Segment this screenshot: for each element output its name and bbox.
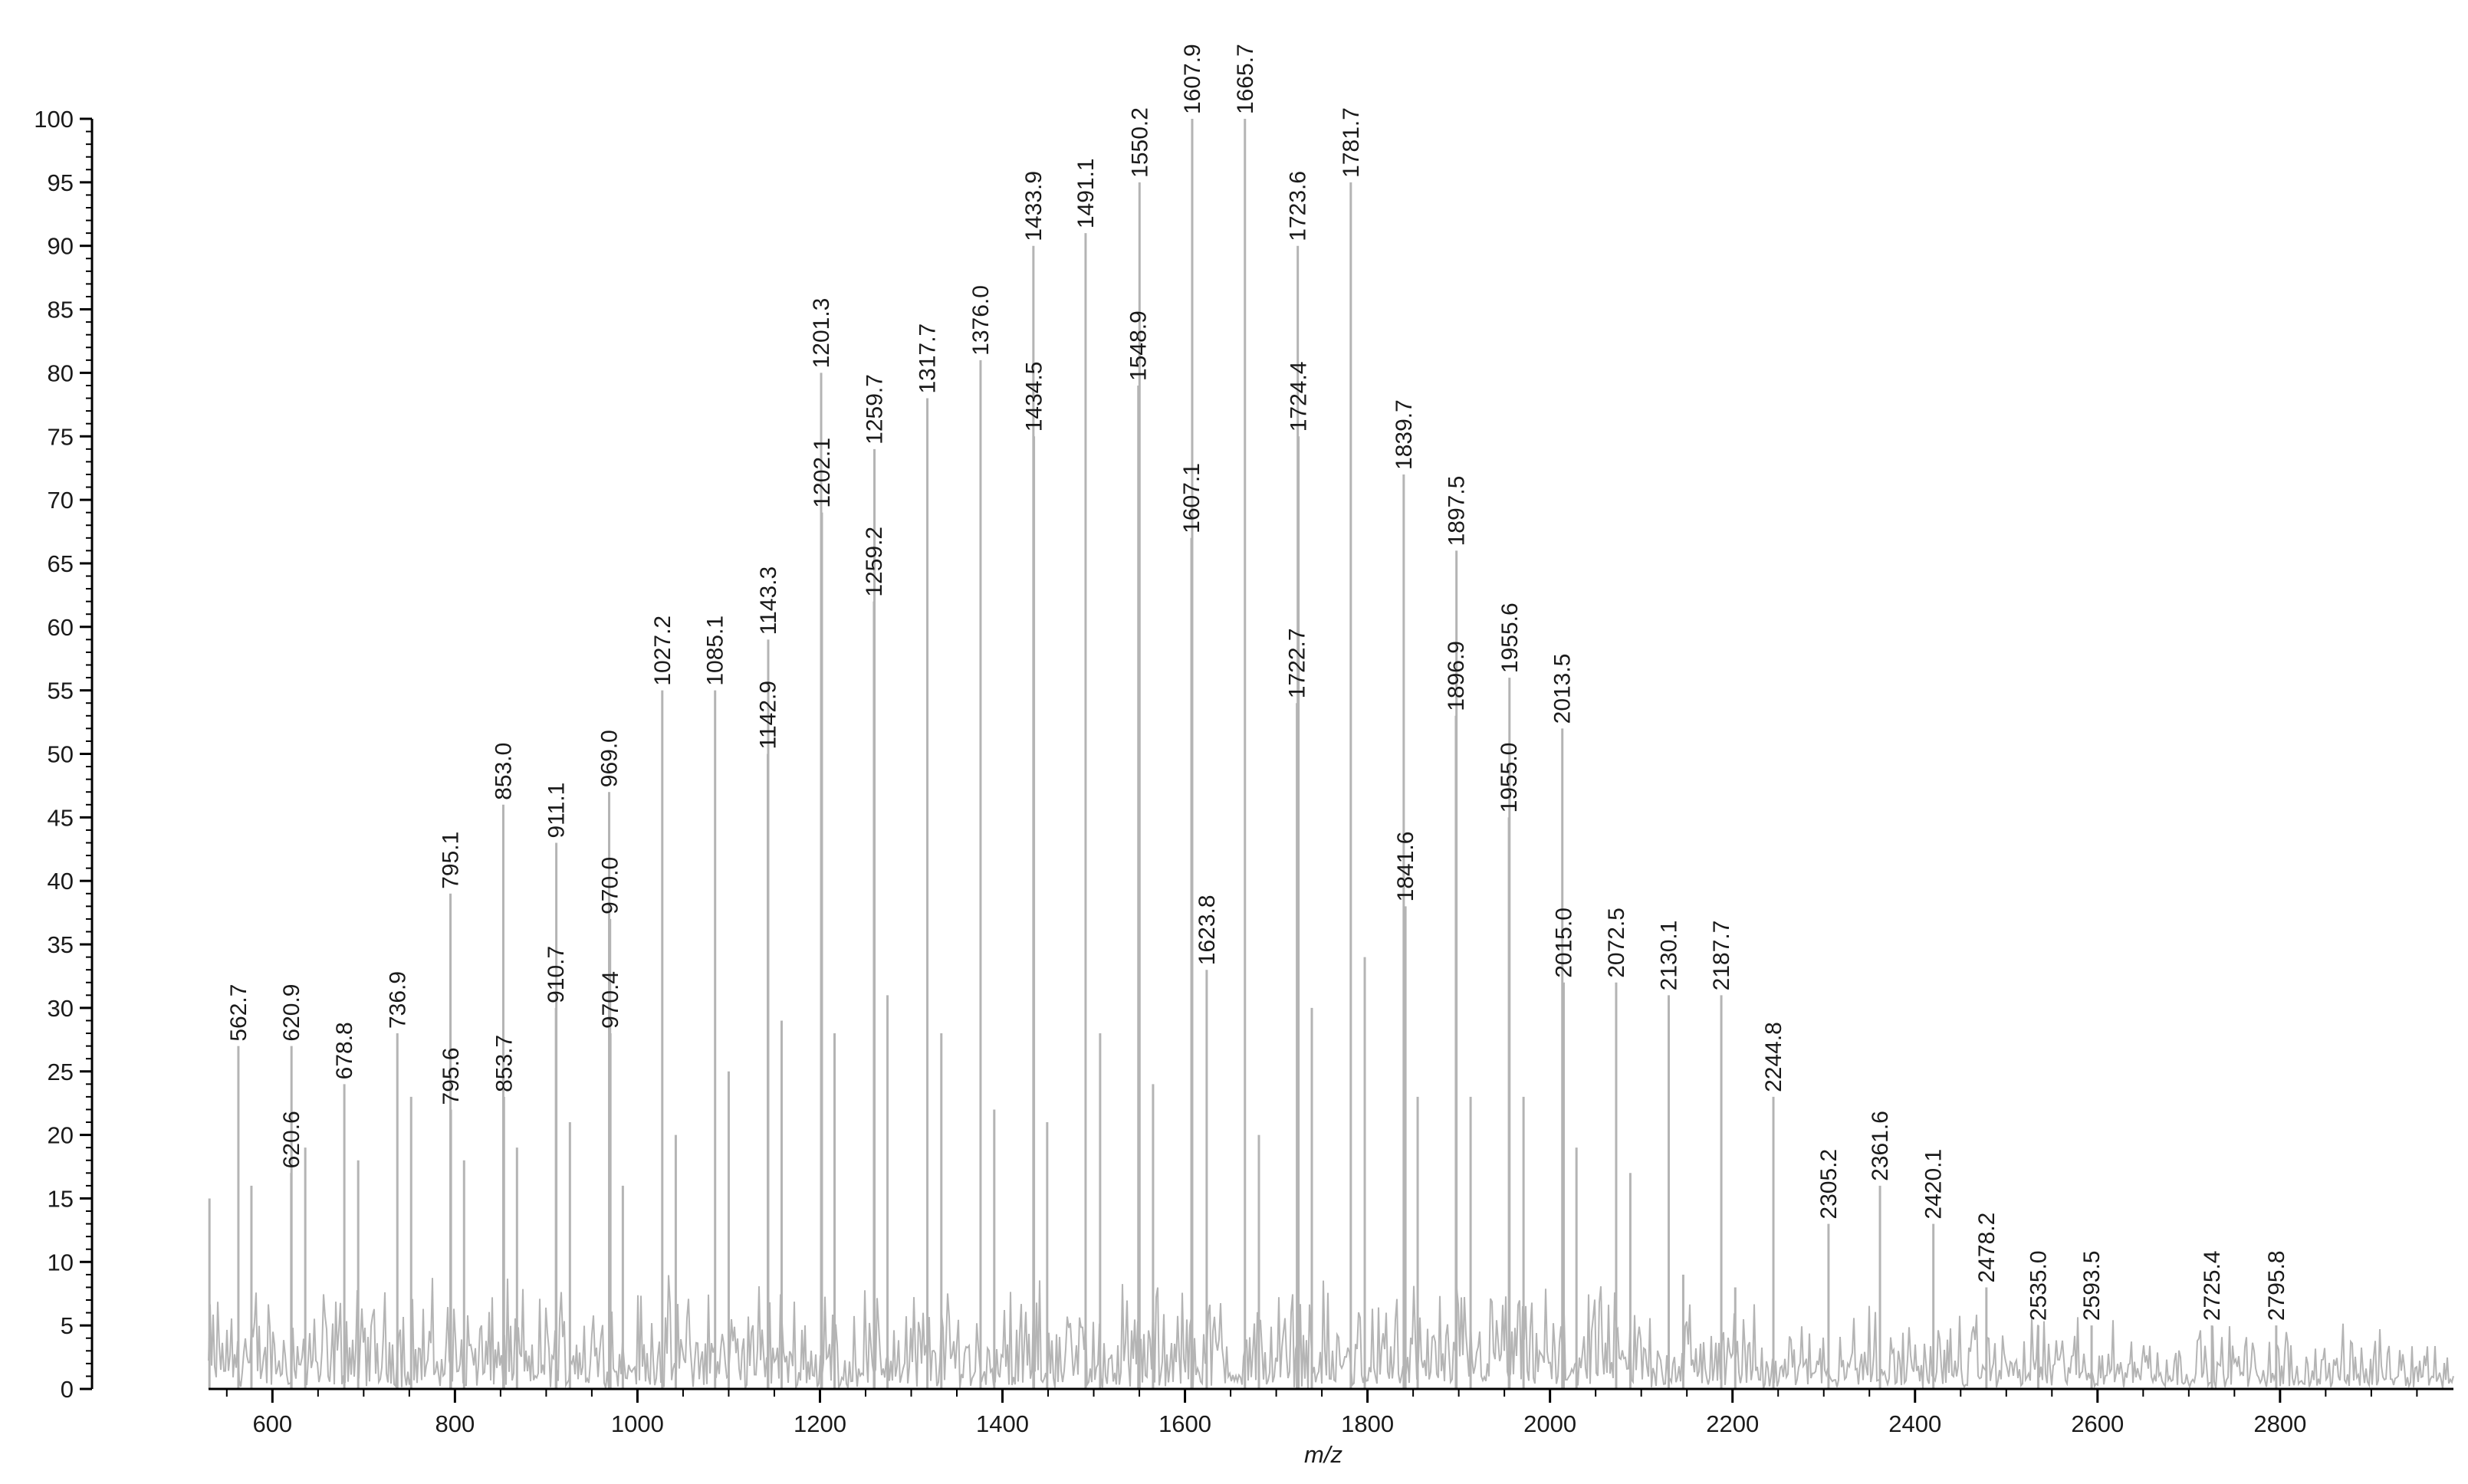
peak-label-1202.1: 1202.1	[810, 438, 835, 508]
peak-label-1027.2: 1027.2	[650, 616, 675, 686]
y-tick-label: 65	[48, 550, 74, 577]
peak-label-1955.6: 1955.6	[1497, 602, 1523, 673]
peak-label-1259.2: 1259.2	[862, 527, 887, 597]
x-tick-label: 2400	[1888, 1410, 1941, 1437]
x-tick-label: 2800	[2253, 1410, 2306, 1437]
peak-label-2795.8: 2795.8	[2264, 1250, 2289, 1321]
x-tick-label: 2600	[2071, 1410, 2124, 1437]
peak-label-2478.2: 2478.2	[1974, 1213, 2000, 1283]
peak-label-1897.5: 1897.5	[1444, 476, 1470, 547]
x-tick-label: 2200	[1706, 1410, 1759, 1437]
y-tick-label: 45	[48, 804, 74, 831]
y-tick-label: 20	[48, 1122, 74, 1149]
x-tick-label: 1400	[976, 1410, 1029, 1437]
peak-label-2013.5: 2013.5	[1550, 654, 1576, 724]
peak-label-1143.3: 1143.3	[756, 566, 781, 635]
y-tick-label: 15	[48, 1185, 74, 1212]
peak-label-853.0: 853.0	[491, 743, 516, 800]
peak-label-1317.7: 1317.7	[915, 323, 941, 394]
x-tick-label: 1600	[1158, 1410, 1211, 1437]
peak-label-1955.0: 1955.0	[1497, 743, 1522, 813]
peak-label-910.7: 910.7	[544, 946, 569, 1003]
y-tick-label: 70	[48, 487, 74, 514]
peak-label-1085.1: 1085.1	[703, 616, 728, 686]
peak-label-2244.8: 2244.8	[1761, 1022, 1786, 1092]
x-tick-label: 600	[252, 1410, 292, 1437]
spectrum-peaks	[208, 119, 2278, 1389]
peak-label-2305.2: 2305.2	[1816, 1149, 1842, 1220]
peak-label-2725.4: 2725.4	[2200, 1250, 2225, 1321]
x-tick-label: 800	[435, 1410, 475, 1437]
peak-label-2593.5: 2593.5	[2079, 1250, 2105, 1321]
y-tick-label: 35	[48, 931, 74, 958]
peak-label-678.8: 678.8	[332, 1022, 357, 1079]
peak-label-1376.0: 1376.0	[968, 285, 994, 356]
y-tick-label: 95	[48, 169, 74, 196]
peak-label-1548.9: 1548.9	[1126, 310, 1152, 381]
peak-label-2072.5: 2072.5	[1604, 908, 1629, 978]
y-tick-label: 90	[48, 233, 74, 260]
peak-label-970.4: 970.4	[598, 971, 623, 1029]
peak-label-1434.5: 1434.5	[1022, 361, 1047, 432]
x-axis-title: m/z	[1304, 1441, 1342, 1468]
peak-label-1491.1: 1491.1	[1073, 158, 1099, 228]
y-tick-label: 60	[48, 614, 74, 641]
x-tick-label: 1000	[611, 1410, 664, 1437]
x-tick-label: 1800	[1341, 1410, 1394, 1437]
peak-label-620.9: 620.9	[279, 984, 304, 1042]
peak-label-1550.2: 1550.2	[1127, 107, 1152, 178]
peak-label-2420.1: 2420.1	[1921, 1149, 1947, 1220]
peak-labels: 562.7 620.6 620.9 678.8 736.9 795.1 795.6 853.0…	[226, 44, 2289, 1321]
y-tick-label: 5	[61, 1312, 74, 1339]
peak-label-795.6: 795.6	[439, 1047, 464, 1105]
peak-label-2535.0: 2535.0	[2026, 1250, 2051, 1321]
peak-label-1896.9: 1896.9	[1444, 641, 1469, 711]
x-tick-label: 2000	[1523, 1410, 1576, 1437]
peak-label-1607.9: 1607.9	[1180, 44, 1205, 114]
y-tick-label: 25	[48, 1059, 74, 1085]
y-tick-label: 0	[61, 1376, 74, 1403]
y-tick-label: 40	[48, 868, 74, 895]
noise-trace	[208, 1275, 2454, 1390]
y-tick-label: 75	[48, 423, 74, 450]
peak-label-2015.0: 2015.0	[1552, 908, 1577, 978]
y-tick-label: 55	[48, 678, 74, 704]
peak-label-1259.7: 1259.7	[863, 374, 888, 445]
y-tick-label: 50	[48, 741, 74, 768]
peak-label-970.0: 970.0	[598, 857, 623, 914]
peak-label-2361.6: 2361.6	[1868, 1111, 1893, 1181]
peak-label-1723.6: 1723.6	[1286, 171, 1311, 241]
peak-label-2130.1: 2130.1	[1657, 921, 1682, 991]
peak-label-795.1: 795.1	[439, 832, 464, 889]
x-axis-ticks: 600 800 1000 1200 1400 1600 1800 2000 2200 2400 26…	[225, 1389, 2418, 1437]
x-tick-label: 1200	[794, 1410, 846, 1437]
peak-label-1724.4: 1724.4	[1287, 361, 1312, 432]
peak-label-736.9: 736.9	[385, 971, 410, 1029]
peak-label-562.7: 562.7	[226, 984, 251, 1042]
peak-label-1607.1: 1607.1	[1179, 463, 1204, 534]
peak-label-1665.7: 1665.7	[1233, 44, 1258, 114]
peak-label-620.6: 620.6	[279, 1111, 304, 1168]
peak-label-969.0: 969.0	[597, 730, 623, 787]
baseline-noise	[208, 1275, 2454, 1390]
peak-label-1781.7: 1781.7	[1339, 107, 1364, 178]
y-tick-label: 100	[34, 106, 74, 133]
axes: 0 5 10 15 20 25 30 35 40 45 50 55 60 65 70 75 80 85 90 95 10…	[34, 106, 2453, 1437]
peak-label-1839.7: 1839.7	[1392, 399, 1417, 470]
peak-label-853.7: 853.7	[491, 1035, 517, 1092]
peak-label-1623.8: 1623.8	[1195, 895, 1220, 965]
peak-label-2187.7: 2187.7	[1709, 921, 1734, 991]
y-tick-label: 80	[48, 360, 74, 386]
peak-label-911.1: 911.1	[544, 783, 570, 839]
y-tick-label: 30	[48, 995, 74, 1022]
peak-label-1722.7: 1722.7	[1285, 628, 1310, 698]
peak-label-1433.9: 1433.9	[1021, 171, 1047, 241]
y-tick-label: 85	[48, 297, 74, 323]
peak-label-1142.9: 1142.9	[756, 681, 781, 750]
y-axis-ticks: 0 5 10 15 20 25 30 35 40 45 50 55 60 65 70 75 80 85 90 95 10…	[34, 106, 92, 1403]
peak-label-1841.6: 1841.6	[1393, 832, 1418, 902]
peak-label-1201.3: 1201.3	[809, 298, 834, 369]
y-tick-label: 10	[48, 1249, 74, 1276]
